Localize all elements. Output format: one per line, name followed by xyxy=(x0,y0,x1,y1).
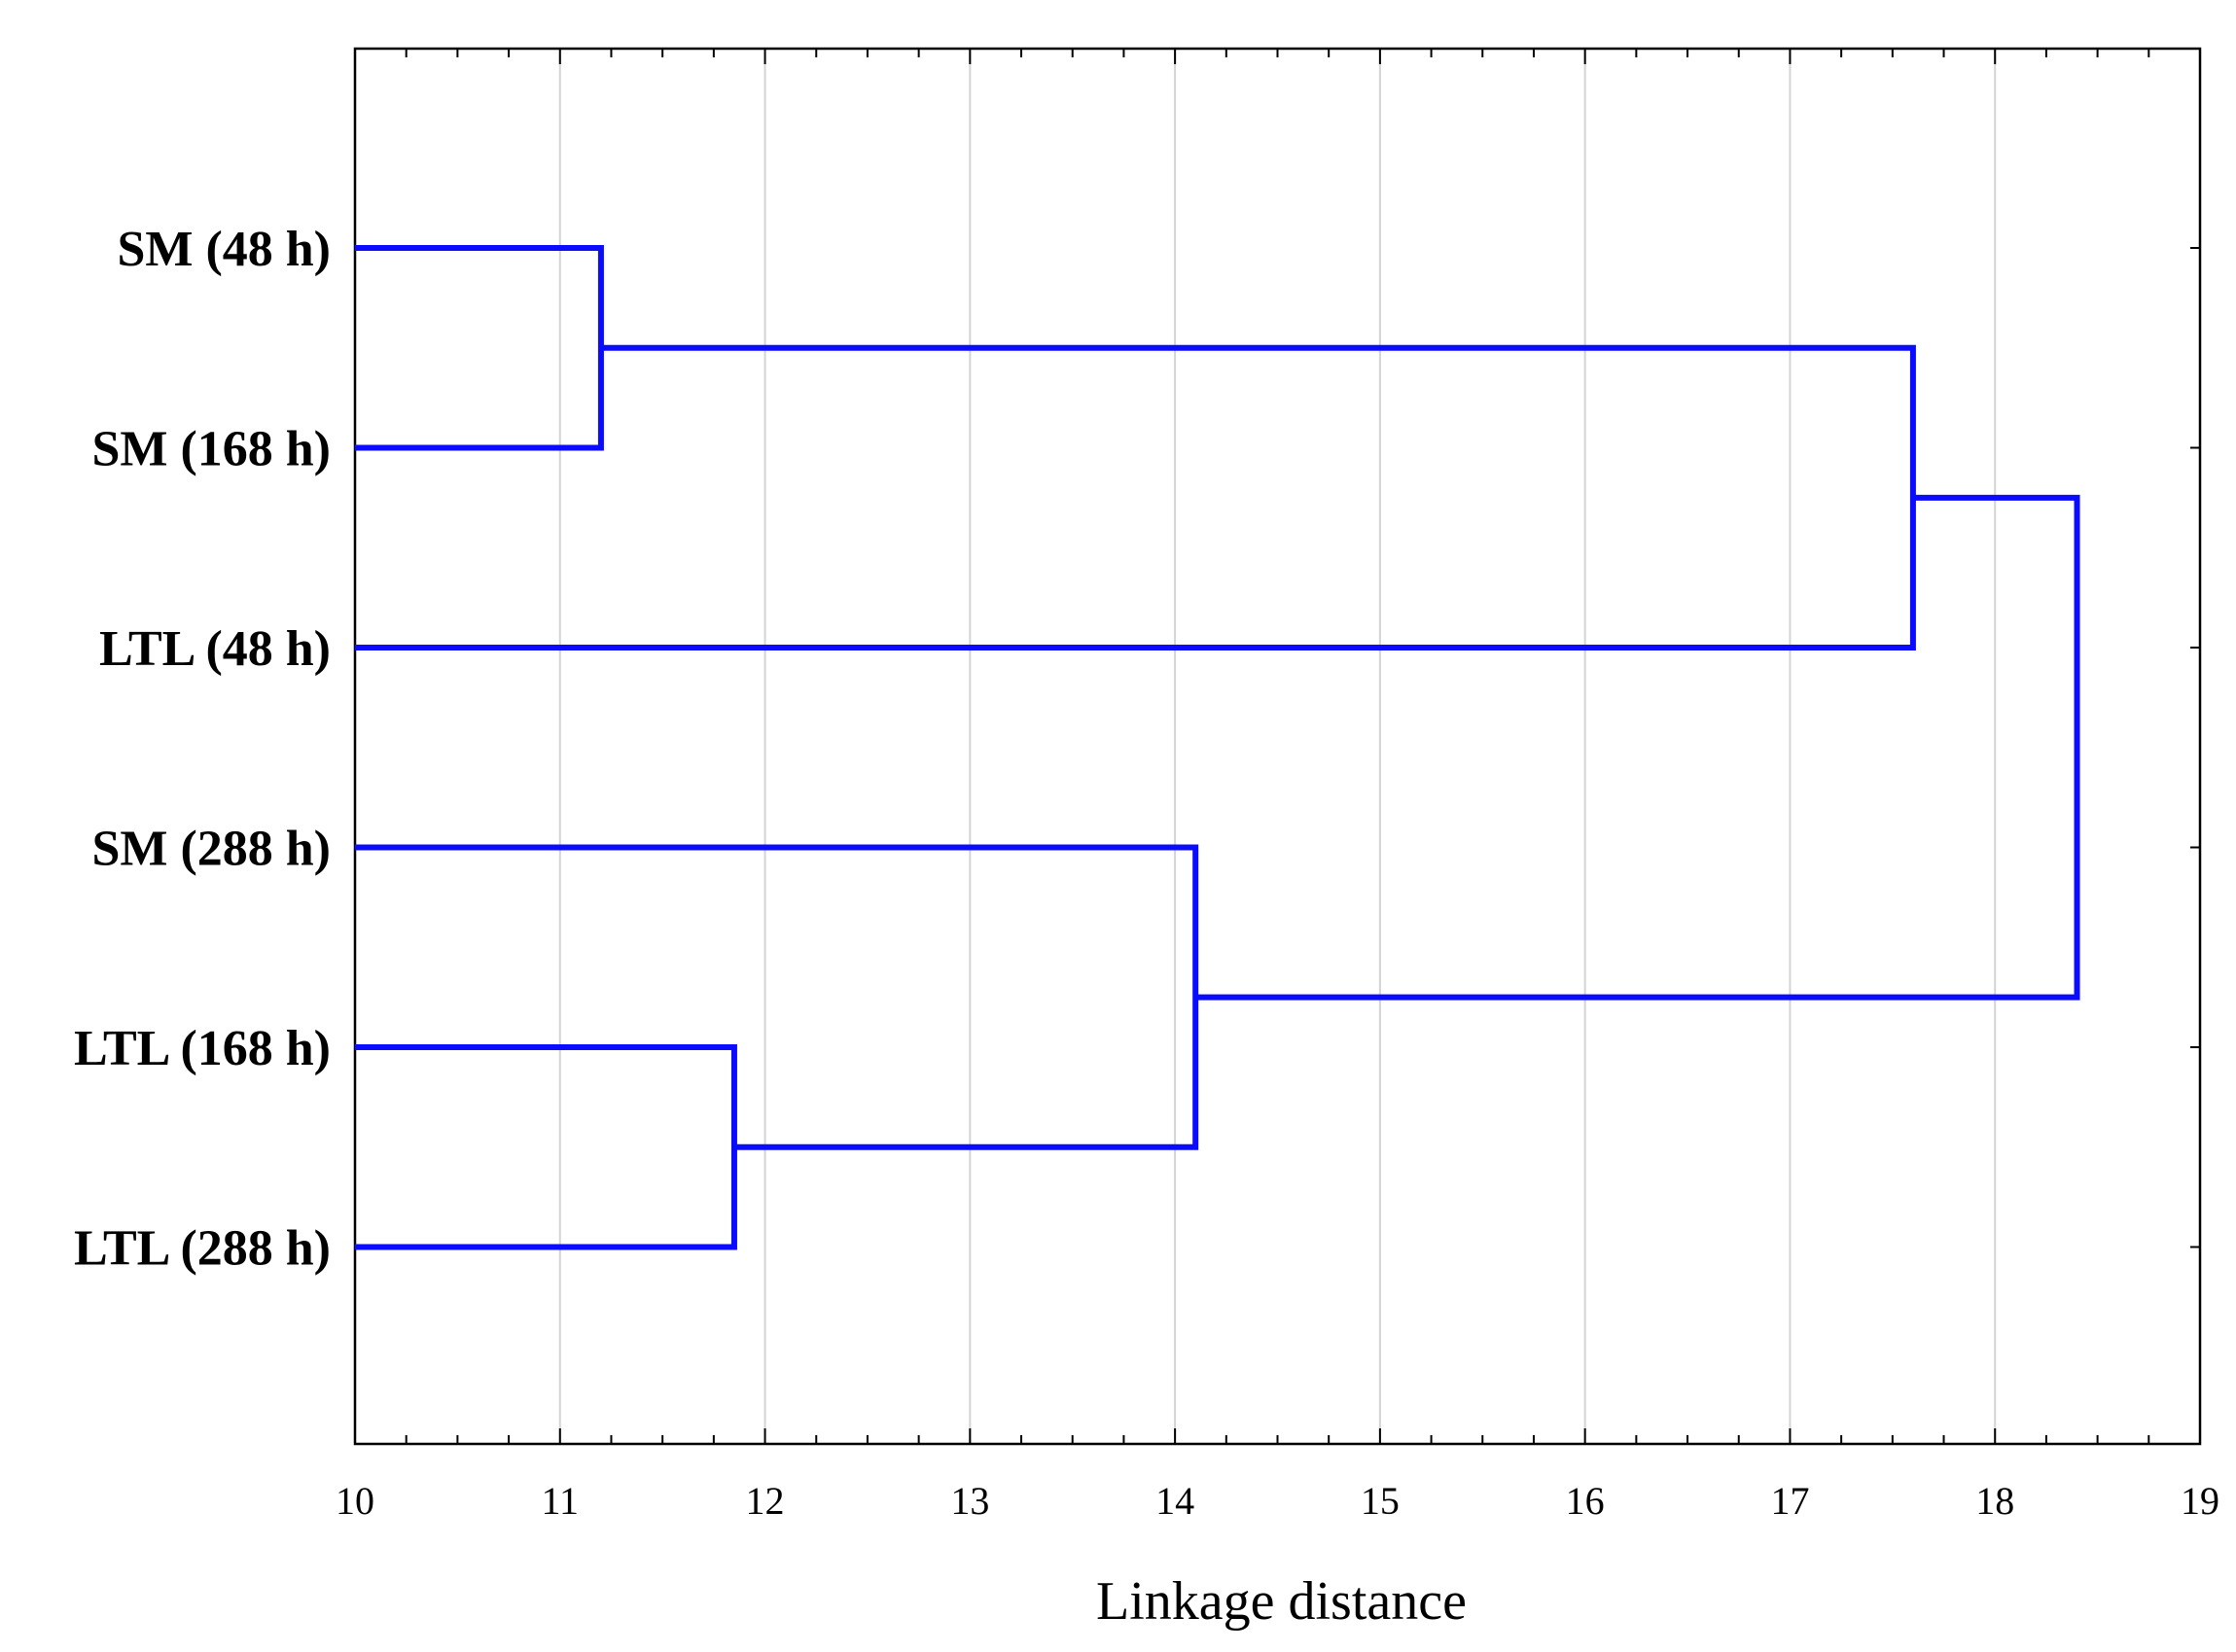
x-tick-label: 12 xyxy=(746,1479,785,1523)
x-tick-label: 19 xyxy=(2181,1479,2219,1523)
dendrogram-branch xyxy=(355,844,1199,1150)
x-tick-label: 13 xyxy=(950,1479,989,1523)
x-tick-label: 15 xyxy=(1361,1479,1400,1523)
plot-frame xyxy=(353,47,2202,1446)
dendrogram-branch xyxy=(1195,494,2080,1001)
dendrogram-branches xyxy=(355,245,2080,1250)
x-tick-label: 11 xyxy=(542,1479,580,1523)
leaf-label: SM (48 h) xyxy=(117,222,331,277)
x-tick-label: 16 xyxy=(1566,1479,1605,1523)
x-tick-label: 18 xyxy=(1975,1479,2014,1523)
leaf-label: LTL (48 h) xyxy=(99,621,331,677)
dendrogram-branch xyxy=(355,344,1916,650)
leaf-labels: SM (48 h) SM (168 h) LTL (48 h) SM (288 h) L… xyxy=(74,222,331,1277)
leaf-label: SM (288 h) xyxy=(91,822,331,877)
leaf-label: LTL (288 h) xyxy=(74,1221,331,1277)
x-tick-label: 17 xyxy=(1770,1479,1809,1523)
leaf-label: LTL (168 h) xyxy=(74,1021,331,1076)
x-tick-label: 14 xyxy=(1155,1479,1194,1523)
x-tick-label: 10 xyxy=(336,1479,374,1523)
x-axis-title: Linkage distance xyxy=(1096,1571,1467,1632)
leaf-label: SM (168 h) xyxy=(91,422,331,477)
grid-lines xyxy=(558,49,1997,1444)
x-tick-labels: 10 11 12 13 14 15 16 17 18 19 xyxy=(336,1479,2219,1523)
axis-ticks xyxy=(354,49,2201,1444)
dendrogram-branch xyxy=(355,1044,737,1250)
dendrogram-branch xyxy=(355,245,604,451)
